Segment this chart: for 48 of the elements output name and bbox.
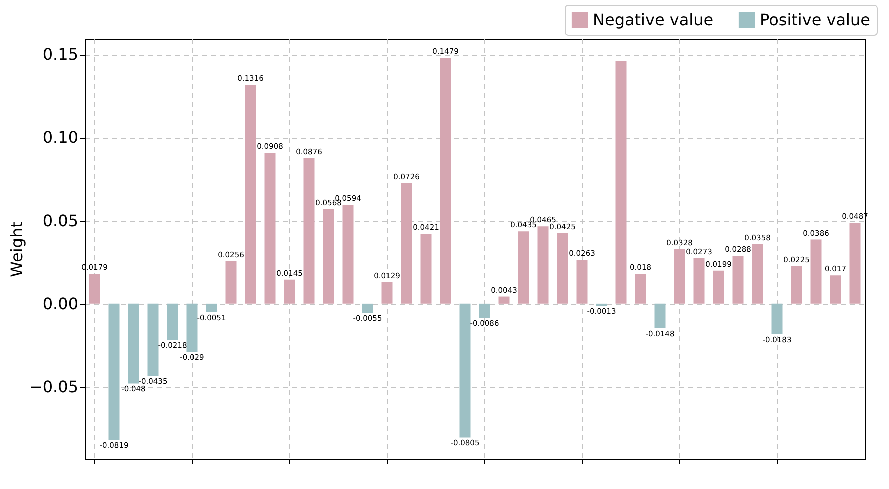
y-tick-label: 0.10	[42, 128, 78, 148]
bar	[148, 304, 159, 376]
bar	[284, 280, 296, 304]
bar	[479, 304, 490, 318]
bar	[772, 304, 783, 334]
bar	[498, 296, 510, 304]
bar	[108, 304, 120, 440]
bar	[538, 226, 549, 304]
legend-label: Positive value	[760, 10, 870, 30]
bar	[694, 258, 705, 304]
bar	[616, 61, 627, 304]
bar	[128, 304, 140, 384]
bar	[654, 304, 666, 329]
y-tick-label: −0.05	[29, 378, 78, 397]
bar	[304, 158, 315, 304]
bar	[382, 282, 393, 304]
y-tick-label: 0.00	[42, 294, 78, 314]
bar	[460, 304, 471, 438]
bar	[810, 240, 822, 304]
y-tick-label: 0.05	[42, 211, 78, 230]
bar	[596, 304, 608, 306]
bar	[752, 244, 764, 304]
bar	[167, 304, 178, 340]
bar	[89, 274, 100, 304]
bar	[830, 276, 842, 304]
bar	[791, 266, 802, 304]
bar	[732, 256, 744, 304]
bar	[713, 270, 724, 304]
bar	[226, 261, 237, 304]
bar	[440, 58, 452, 304]
bar	[674, 249, 686, 304]
bar	[342, 205, 354, 304]
bar	[206, 304, 218, 312]
bar	[576, 260, 588, 304]
bar	[518, 232, 530, 304]
bar	[401, 183, 412, 304]
bar	[557, 233, 568, 304]
bar	[635, 274, 646, 304]
bar	[323, 210, 334, 304]
y-tick-label: 0.15	[42, 45, 78, 64]
bar	[850, 222, 861, 304]
bar	[186, 304, 198, 352]
bar	[264, 153, 276, 304]
bar	[362, 304, 374, 314]
legend-label: Negative value	[593, 10, 714, 30]
bar	[245, 85, 256, 304]
bar	[420, 234, 432, 304]
y-axis-title: Weight	[7, 222, 26, 278]
